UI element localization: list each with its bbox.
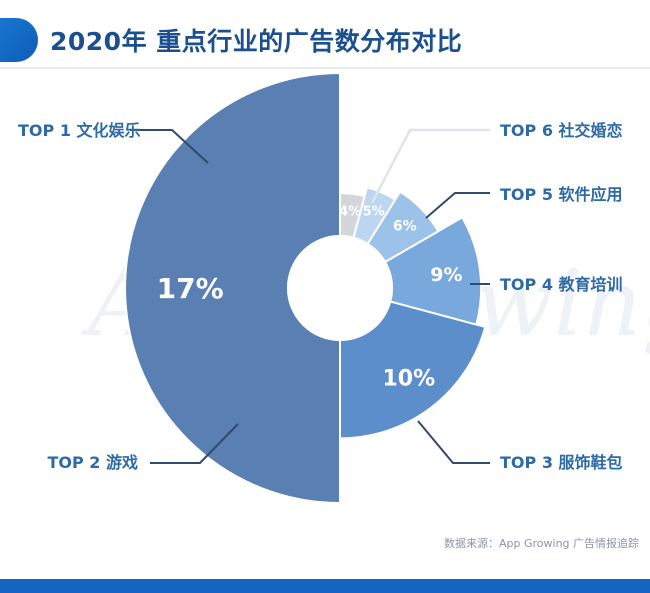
category-label: TOP 1 文化娱乐 [18,121,141,140]
leader-line [417,420,490,464]
slice-value-label: 5% [363,204,385,219]
category-label: TOP 3 服饰鞋包 [500,453,623,472]
data-source-note: 数据来源：App Growing 广告情报追踪 [444,537,640,550]
header-accent-bar [0,18,38,62]
slice-value-label: 10% [382,367,435,392]
slice-value-label: 4% [339,205,361,220]
chart-slices [124,71,487,505]
chart-leader-lines [130,128,490,464]
chart-category-labels: TOP 1 文化娱乐 TOP 2 游戏 TOP 3 服饰鞋包 TOP 4 教育培训 TO… [18,121,623,472]
page-title: 2020年 重点行业的广告数分布对比 [50,27,463,56]
category-label: TOP 6 社交婚恋 [500,121,623,140]
category-label: TOP 5 软件应用 [500,185,623,204]
leader-line [150,423,239,464]
footer-bar [0,579,650,593]
category-label: TOP 4 教育培训 [500,275,623,294]
donut-hole [287,235,393,341]
category-label: TOP 2 游戏 [47,453,138,472]
leader-line [370,128,490,204]
slice-value-label: 6% [393,218,417,234]
slice-value-label: 17% [157,272,224,305]
header-divider [0,67,650,69]
slice-value-label: 9% [430,264,462,286]
chart-value-labels: 17% 10% 9% 6% 5%4% [157,204,463,391]
leader-line [425,192,490,219]
leader-line [130,129,209,164]
